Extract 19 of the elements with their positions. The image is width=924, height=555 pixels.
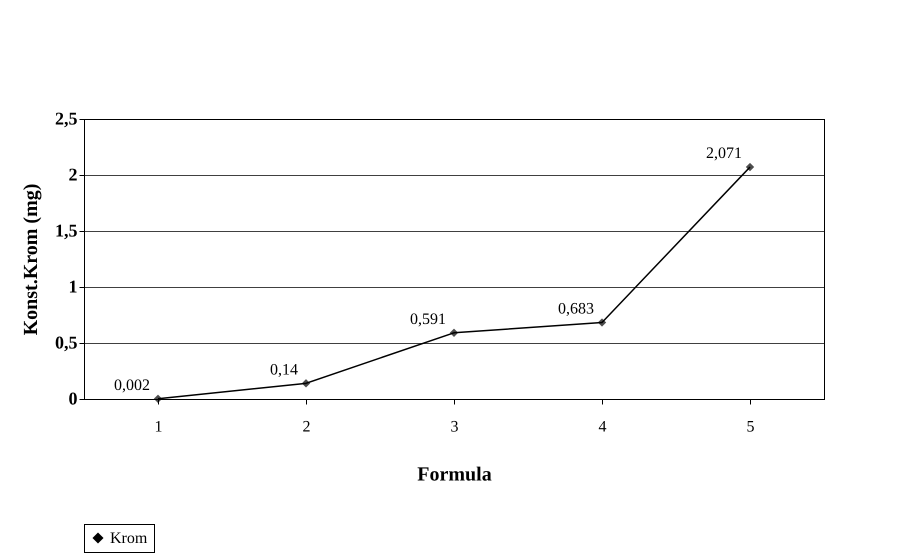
x-tick-label: 5: [746, 418, 754, 436]
y-tick-label: 2,5: [55, 108, 78, 128]
y-tick-label: 0: [68, 388, 78, 408]
x-axis-title: Formula: [417, 464, 492, 486]
legend-label: Krom: [110, 530, 148, 547]
data-label: 0,14: [270, 361, 298, 378]
data-label: 0,002: [114, 376, 150, 394]
x-tick-label: 2: [302, 418, 310, 436]
x-tick-label: 4: [598, 418, 606, 436]
y-tick-label: 0,5: [55, 332, 78, 352]
x-tick-label: 1: [154, 418, 162, 436]
data-label: 2,071: [706, 145, 742, 162]
data-label: 0,591: [410, 310, 446, 328]
y-tick-label: 1,5: [55, 220, 78, 240]
y-axis-title: Konst.Krom (mg): [20, 184, 42, 336]
y-tick-label: 2: [68, 164, 78, 184]
y-tick-label: 1: [68, 276, 78, 296]
x-tick-label: 3: [450, 418, 458, 436]
data-label: 0,683: [558, 300, 594, 318]
